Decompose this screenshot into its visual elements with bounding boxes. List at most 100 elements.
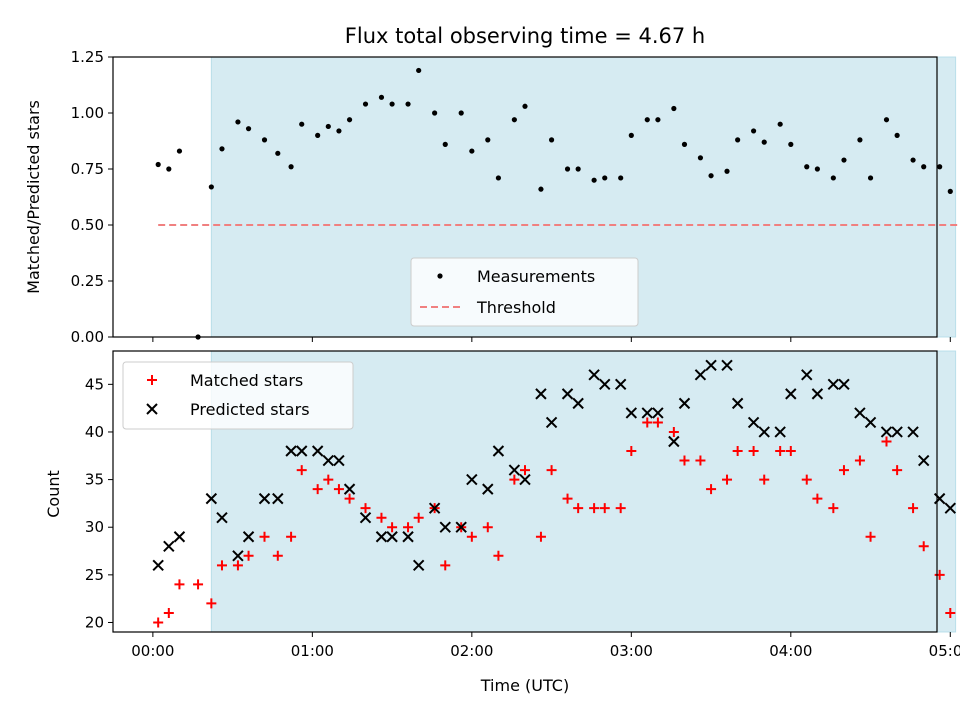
matched-stars-point <box>243 550 254 561</box>
bottom-y-tick-label: 40 <box>85 423 104 441</box>
predicted-stars-point <box>163 540 175 552</box>
measurement-point <box>681 141 688 147</box>
predicted-stars-point <box>545 416 558 429</box>
predicted-stars-point <box>482 483 494 495</box>
matched-stars-point <box>695 455 706 466</box>
predicted-stars-point <box>296 445 308 457</box>
predicted-stars-point <box>311 445 324 457</box>
x-tick-label: 01:00 <box>291 642 334 660</box>
measurement-point <box>416 67 422 74</box>
measurement-point <box>432 110 438 116</box>
measurement-point <box>208 184 214 190</box>
matched-stars-point <box>174 579 185 590</box>
measurement-point <box>346 117 353 123</box>
predicted-stars-point <box>359 511 372 524</box>
legend-measurements-marker <box>437 273 443 279</box>
matched-stars-point <box>748 446 759 457</box>
x-tick-label: 04:00 <box>769 642 812 660</box>
predicted-stars-point <box>466 473 478 486</box>
predicted-stars-point <box>705 359 717 371</box>
measurement-point <box>166 166 172 172</box>
predicted-stars-point <box>519 473 531 486</box>
matched-stars-point <box>881 436 892 447</box>
predicted-stars-point <box>343 483 356 495</box>
measurement-point <box>336 128 342 134</box>
predicted-stars-point <box>272 492 284 505</box>
matched-stars-point <box>801 474 812 485</box>
matched-stars-point <box>333 484 344 495</box>
bottom-legend-box <box>122 361 354 430</box>
measurement-point <box>538 186 544 192</box>
measurement-point <box>261 137 268 143</box>
matched-stars-point <box>865 531 876 542</box>
measurement-point <box>814 166 820 172</box>
top-y-tick-label: 0.75 <box>71 160 104 178</box>
bottom-panel: 20 25 30 35 40 45 00:00 01:00 02:00 03:00 04:00 05:… <box>85 350 960 660</box>
legend-matched-marker <box>147 375 157 385</box>
predicted-stars-point <box>827 378 840 391</box>
x-tick-label: 03:00 <box>610 642 653 660</box>
matched-stars-point <box>722 474 733 485</box>
matched-stars-point <box>312 484 323 495</box>
measurement-point <box>495 175 502 181</box>
matched-stars-point <box>163 607 174 618</box>
matched-stars-point <box>206 598 217 609</box>
predicted-stars-point <box>933 492 946 505</box>
matched-stars-point <box>259 531 270 542</box>
top-y-tick-label: 1.00 <box>71 104 104 122</box>
bottom-axes-frame <box>112 350 938 633</box>
measurement-point <box>671 105 677 112</box>
predicted-stars-point <box>918 454 930 467</box>
matched-stars-point <box>216 560 227 571</box>
matched-stars-point <box>573 503 584 514</box>
predicted-stars-point <box>614 378 627 391</box>
predicted-stars-point <box>508 464 521 476</box>
matched-stars-point <box>509 474 520 485</box>
matched-stars-point <box>812 493 823 504</box>
measurement-point <box>644 117 650 123</box>
measurement-point <box>947 188 953 194</box>
matched-stars-point <box>520 465 530 476</box>
predicted-stars-point <box>801 369 813 381</box>
matched-stars-point <box>775 446 786 457</box>
matched-stars-point <box>599 503 610 514</box>
predicted-stars-point <box>375 531 388 543</box>
legend-predicted-marker <box>146 403 158 415</box>
measurement-point <box>378 94 385 100</box>
matched-stars-point <box>945 607 956 618</box>
measurement-point <box>245 126 252 132</box>
matched-stars-point <box>615 503 626 514</box>
bottom-y-tick-label: 45 <box>85 375 104 393</box>
bottom-y-tick-label: 35 <box>85 471 104 489</box>
measurement-point <box>857 137 863 143</box>
predicted-stars-point <box>572 397 584 410</box>
matched-stars-point <box>759 474 770 485</box>
measurement-point <box>288 164 294 170</box>
matched-stars-point <box>546 465 557 476</box>
matched-stars-point <box>706 484 717 495</box>
chart-title: Flux total observing time = 4.67 h <box>345 24 705 48</box>
measurement-point <box>724 168 730 174</box>
matched-stars-point <box>387 522 398 533</box>
bottom-y-tick-label: 20 <box>85 613 104 631</box>
matched-stars-point <box>376 512 387 523</box>
matched-stars-point <box>535 531 546 542</box>
predicted-stars-point <box>412 559 425 572</box>
measurement-point <box>697 155 704 161</box>
measurement-point <box>176 148 183 154</box>
measurement-point <box>921 164 927 170</box>
top-y-tick-label: 1.25 <box>71 48 104 66</box>
predicted-stars-point <box>258 492 271 505</box>
measurement-point <box>485 137 491 143</box>
measurement-point <box>511 117 517 123</box>
matched-stars-point <box>626 446 637 457</box>
matched-stars-point <box>360 503 371 514</box>
predicted-stars-point <box>428 502 441 514</box>
predicted-stars-point <box>668 435 680 448</box>
predicted-stars-point <box>439 521 451 533</box>
measurement-point <box>750 128 757 134</box>
matched-stars-point <box>652 417 663 428</box>
top-legend-box <box>410 257 639 327</box>
matched-stars-point <box>828 503 839 514</box>
